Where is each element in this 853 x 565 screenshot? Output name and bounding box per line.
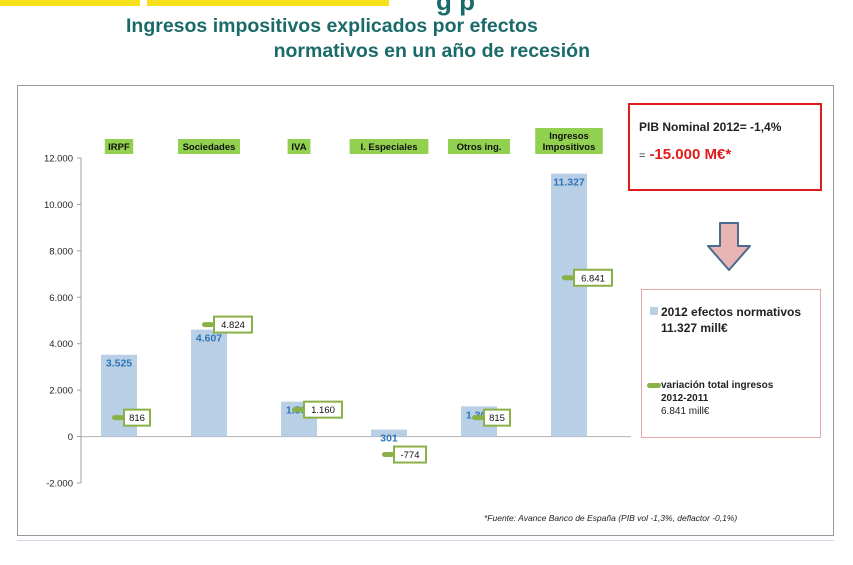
- variation-label-box-3: [393, 445, 427, 464]
- y-tick-label: 8.000: [49, 246, 73, 257]
- variation-label-box-1: [213, 315, 253, 334]
- y-tick-label: 2.000: [49, 386, 73, 397]
- variation-label-box-4: [483, 408, 511, 427]
- category-label-bg-4: [448, 139, 510, 154]
- top-accent-bar-mid: [147, 0, 389, 6]
- pib-eq: =: [639, 150, 646, 162]
- source-note: *Fuente: Avance Banco de España (PIB vol…: [484, 513, 738, 523]
- pib-line2: = -15.000 M€*: [639, 146, 731, 163]
- variation-marker-0: [112, 415, 124, 421]
- category-label-0-0: IRPF: [108, 142, 130, 153]
- title-fragment-clipped: g p: [436, 0, 475, 16]
- y-tick-label: 10.000: [44, 200, 73, 211]
- y-tick-label: 4.000: [49, 339, 73, 350]
- bar-value-label-1: 4.607: [196, 333, 222, 345]
- category-label-bg-3: [349, 139, 429, 154]
- pib-value: -15.000 M€*: [649, 146, 732, 163]
- variation-label-3: -774: [400, 450, 419, 461]
- variation-label-5: 6.841: [581, 273, 605, 284]
- variation-label-box-5: [573, 268, 613, 287]
- legend-swatch-normativos: [650, 307, 658, 315]
- variation-label-1: 4.824: [221, 320, 245, 331]
- category-label-bg-2: [287, 139, 311, 154]
- legend-box: 2012 efectos normativos 11.327 mill€ var…: [641, 289, 821, 438]
- variation-label-box-2: [303, 400, 343, 419]
- category-label-4-0: Otros ing.: [457, 142, 502, 153]
- bottom-divider: [17, 540, 834, 541]
- legend-item1-line2: 11.327 mill€: [661, 321, 728, 335]
- category-label-bg-1: [178, 139, 240, 154]
- legend-item-normativos: 2012 efectos normativos 11.327 mill€: [661, 304, 801, 336]
- legend-item2-line1: variación total ingresos: [661, 380, 774, 391]
- bar-1: [191, 329, 227, 437]
- slide-title-line1: Ingresos impositivos explicados por efec…: [126, 15, 538, 37]
- category-label-5-1: Impositivos: [543, 142, 596, 153]
- variation-label-0: 816: [129, 413, 145, 424]
- bar-chart: -2.000 0 2.000 4.000 6.000 8.000 10.000 12.000 3…: [44, 128, 631, 490]
- top-accent-bar-left: [0, 0, 140, 6]
- slide-title: Ingresos impositivos explicados por efec…: [118, 14, 598, 64]
- variation-label-4: 815: [489, 413, 505, 424]
- legend-item2-line3: 6.841 mill€: [661, 406, 710, 417]
- pib-line1: PIB Nominal 2012= -1,4%: [639, 120, 782, 134]
- variation-marker-2: [292, 407, 304, 413]
- variation-marker-4: [472, 415, 484, 421]
- variation-marker-1: [202, 322, 214, 328]
- y-tick-label: 0: [68, 432, 73, 443]
- down-arrow-icon: [707, 222, 751, 271]
- bar-value-label-0: 3.525: [106, 358, 132, 370]
- category-label-1-0: Sociedades: [183, 142, 236, 153]
- chart-frame: -2.000 0 2.000 4.000 6.000 8.000 10.000 12.000 3…: [17, 85, 834, 536]
- bar-value-label-5: 11.327: [553, 177, 585, 189]
- category-label-5-0: Ingresos: [549, 131, 589, 142]
- slide-title-line2: normativos en un año de recesión: [273, 40, 590, 62]
- y-tick-label: -2.000: [46, 479, 73, 490]
- category-label-2-0: IVA: [291, 142, 306, 153]
- legend-item1-line1: 2012 efectos normativos: [661, 305, 802, 319]
- legend-item2-line2: 2012-2011: [661, 393, 709, 404]
- y-tick-label: 6.000: [49, 293, 73, 304]
- variation-label-box-0: [123, 408, 151, 427]
- bar-3: [371, 429, 407, 437]
- category-label-bg-0: [104, 139, 134, 154]
- category-label-bg-5: [535, 128, 603, 154]
- y-tick-label: 12.000: [44, 154, 73, 165]
- legend-swatch-variacion: [647, 383, 661, 388]
- variation-marker-3: [382, 452, 394, 458]
- bar-value-label-3: 301: [380, 433, 398, 445]
- category-label-3-0: I. Especiales: [360, 142, 417, 153]
- variation-label-2: 1.160: [311, 405, 335, 416]
- bar-5: [551, 173, 587, 437]
- legend-item-variacion: variación total ingresos 2012-2011: [661, 379, 773, 405]
- variation-marker-5: [562, 275, 574, 281]
- pib-callout-box: PIB Nominal 2012= -1,4% = -15.000 M€*: [628, 103, 822, 191]
